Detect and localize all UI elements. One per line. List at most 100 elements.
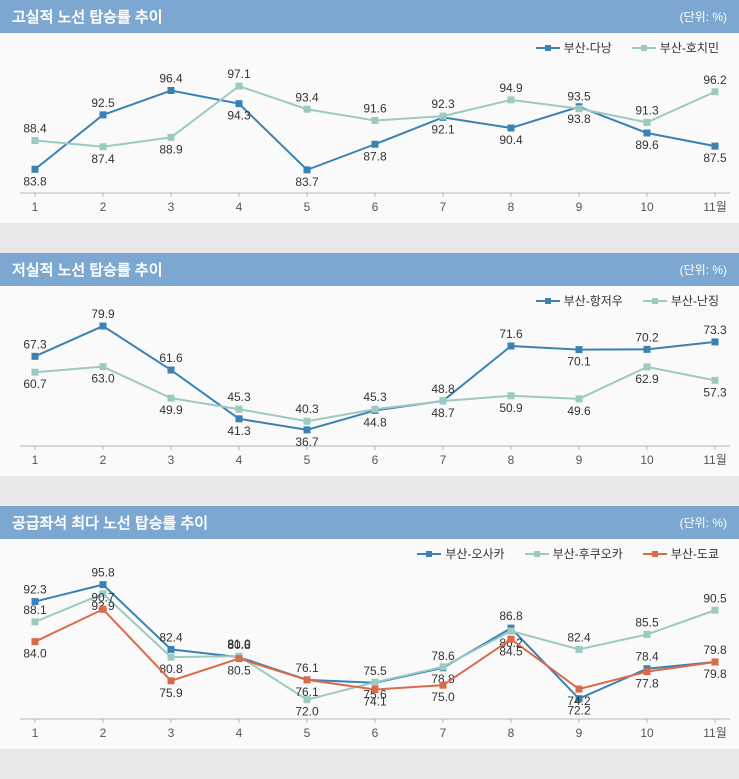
- chart-panel: 공급좌석 최다 노선 탑승률 추이(단위: %)부산-오사카부산-후쿠오카부산-…: [0, 506, 739, 749]
- value-label: 36.7: [295, 435, 319, 449]
- x-tick-label: 8: [508, 453, 515, 467]
- legend-item: 부산-오사카: [417, 545, 504, 562]
- chart-unit: (단위: %): [680, 261, 727, 278]
- value-label: 88.4: [23, 122, 47, 136]
- x-tick-label: 6: [372, 200, 379, 214]
- x-tick-label: 8: [508, 200, 515, 214]
- x-tick-label: 5: [304, 200, 311, 214]
- value-label: 75.5: [363, 664, 387, 678]
- value-label: 88.1: [23, 603, 47, 617]
- chart-header: 고실적 노선 탑승률 추이 (단위: %): [0, 0, 739, 33]
- value-label: 44.8: [363, 415, 387, 429]
- value-label: 84.5: [499, 644, 523, 658]
- legend-swatch: [536, 295, 560, 307]
- value-label: 74.1: [363, 695, 387, 709]
- value-label: 41.3: [227, 424, 251, 438]
- x-tick-label: 10: [640, 726, 654, 740]
- value-label: 62.9: [635, 372, 659, 386]
- chart-unit: (단위: %): [680, 514, 727, 531]
- chart-panel: 고실적 노선 탑승률 추이(단위: %)부산-다낭부산-호치민123456789…: [0, 0, 739, 223]
- chart-svg: 1234567891011월83.892.596.494.383.787.892…: [0, 33, 739, 223]
- x-tick-label: 1: [32, 453, 39, 467]
- x-tick-label: 3: [168, 726, 175, 740]
- x-tick-label: 7: [440, 726, 447, 740]
- value-label: 97.1: [227, 67, 251, 81]
- legend-swatch: [632, 42, 656, 54]
- chart-body: 부산-항저우 부산-난징1234567891011월67.379.961.641.…: [0, 286, 739, 476]
- value-label: 57.3: [703, 385, 727, 399]
- x-tick-label: 4: [236, 726, 243, 740]
- legend-item: 부산-항저우: [536, 292, 623, 309]
- x-tick-label: 2: [100, 453, 107, 467]
- value-label: 76.1: [295, 661, 319, 675]
- chart-body: 부산-오사카부산-후쿠오카부산-도쿄1234567891011월92.395.8…: [0, 539, 739, 749]
- legend-item: 부산-난징: [643, 292, 719, 309]
- value-label: 92.5: [91, 96, 115, 110]
- x-tick-label: 5: [304, 453, 311, 467]
- value-label: 45.3: [363, 390, 387, 404]
- value-label: 70.1: [567, 355, 591, 369]
- value-label: 60.7: [23, 377, 47, 391]
- chart-title: 고실적 노선 탑승률 추이: [12, 6, 163, 27]
- chart-svg: 1234567891011월67.379.961.641.336.744.848…: [0, 286, 739, 476]
- x-tick-label: 5: [304, 726, 311, 740]
- value-label: 92.3: [23, 583, 47, 597]
- x-tick-label: 4: [236, 200, 243, 214]
- legend-item: 부산-도쿄: [643, 545, 719, 562]
- value-label: 81.0: [227, 637, 251, 651]
- x-tick-label: 9: [576, 200, 583, 214]
- value-label: 80.8: [159, 662, 183, 676]
- legend-swatch: [417, 548, 441, 560]
- value-label: 96.4: [159, 72, 183, 86]
- x-tick-label: 2: [100, 726, 107, 740]
- x-tick-label: 2: [100, 200, 107, 214]
- x-tick-label: 4: [236, 453, 243, 467]
- value-label: 48.8: [431, 382, 455, 396]
- chart-panel: 저실적 노선 탑승률 추이(단위: %)부산-항저우부산-난징123456789…: [0, 253, 739, 476]
- chart-unit: (단위: %): [680, 8, 727, 25]
- legend-label: 부산-난징: [671, 292, 719, 309]
- value-label: 72.0: [295, 705, 319, 719]
- legend-swatch: [643, 548, 667, 560]
- chart-body: 부산-다낭부산-호치민1234567891011월83.892.596.494.…: [0, 33, 739, 223]
- value-label: 83.8: [23, 174, 47, 188]
- value-label: 96.2: [703, 73, 727, 87]
- chart-legend: 부산-항저우 부산-난징: [536, 292, 719, 309]
- value-label: 91.3: [635, 103, 659, 117]
- x-tick-label: 3: [168, 453, 175, 467]
- value-label: 87.5: [703, 151, 727, 165]
- value-label: 78.6: [431, 649, 455, 663]
- value-label: 94.9: [499, 81, 523, 95]
- value-label: 87.4: [91, 152, 115, 166]
- value-label: 90.7: [91, 590, 115, 604]
- x-tick-label: 1: [32, 200, 39, 214]
- value-label: 93.8: [567, 112, 591, 126]
- charts-container: 고실적 노선 탑승률 추이(단위: %)부산-다낭부산-호치민123456789…: [0, 0, 739, 749]
- legend-item: 부산-후쿠오카: [525, 545, 623, 562]
- value-label: 71.6: [499, 327, 523, 341]
- x-tick-label: 6: [372, 453, 379, 467]
- value-label: 85.5: [635, 615, 659, 629]
- x-tick-label: 9: [576, 453, 583, 467]
- legend-label: 부산-오사카: [445, 545, 504, 562]
- value-label: 76.1: [295, 685, 319, 699]
- value-label: 95.8: [91, 566, 115, 580]
- legend-label: 부산-호치민: [660, 39, 719, 56]
- value-label: 79.9: [91, 307, 115, 321]
- x-tick-label: 6: [372, 726, 379, 740]
- x-tick-label: 8: [508, 726, 515, 740]
- value-label: 80.5: [227, 664, 251, 678]
- value-label: 94.3: [227, 109, 251, 123]
- value-label: 48.7: [431, 406, 455, 420]
- legend-label: 부산-도쿄: [671, 545, 719, 562]
- value-label: 74.2: [567, 694, 591, 708]
- value-label: 93.5: [567, 90, 591, 104]
- value-label: 63.0: [91, 372, 115, 386]
- x-tick-label: 9: [576, 726, 583, 740]
- x-tick-label: 11월: [703, 453, 727, 467]
- value-label: 82.4: [567, 630, 591, 644]
- value-label: 88.9: [159, 142, 183, 156]
- value-label: 79.8: [703, 667, 727, 681]
- value-label: 89.6: [635, 138, 659, 152]
- legend-swatch: [525, 548, 549, 560]
